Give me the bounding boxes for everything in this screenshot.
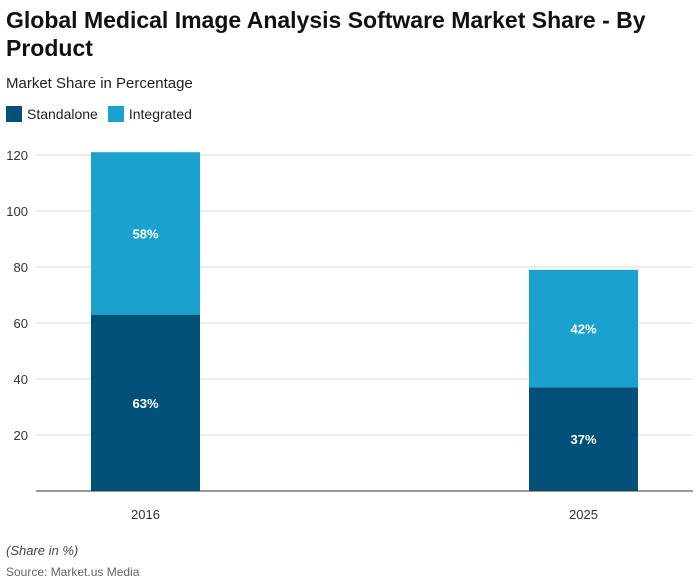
chart-title: Global Medical Image Analysis Software M…: [6, 7, 646, 61]
data-label-integrated-2025: 42%: [570, 322, 596, 337]
legend-swatch-standalone: [6, 106, 22, 122]
y-tick-label-60: 60: [14, 316, 28, 331]
bar-standalone-2016: [91, 314, 200, 491]
legend-label-standalone: Standalone: [27, 106, 98, 122]
data-label-standalone-2025: 37%: [570, 432, 596, 447]
legend-item-standalone: Standalone: [6, 106, 98, 122]
y-tick-label-40: 40: [14, 372, 28, 387]
chart-source: Source: Market.us Media: [6, 565, 140, 579]
bar-integrated-2025: [529, 269, 638, 388]
x-tick-label-2016: 2016: [131, 507, 160, 522]
y-tick-label-100: 100: [6, 204, 28, 219]
data-label-standalone-2016: 63%: [132, 396, 158, 411]
legend-label-integrated: Integrated: [128, 106, 192, 122]
chart-note: (Share in %): [6, 543, 79, 558]
legend-item-integrated: Integrated: [107, 106, 192, 122]
y-tick-label-120: 120: [6, 148, 28, 163]
y-tick-label-20: 20: [14, 428, 28, 443]
legend: Standalone Integrated: [6, 106, 192, 122]
x-tick-label-2025: 2025: [569, 507, 598, 522]
bar-standalone-2025: [529, 387, 638, 491]
bar-integrated-2016: [91, 152, 200, 315]
legend-swatch-integrated: [107, 106, 124, 122]
y-tick-label-80: 80: [14, 260, 28, 275]
data-label-integrated-2016: 58%: [132, 226, 158, 241]
chart-subtitle: Market Share in Percentage: [6, 75, 193, 92]
